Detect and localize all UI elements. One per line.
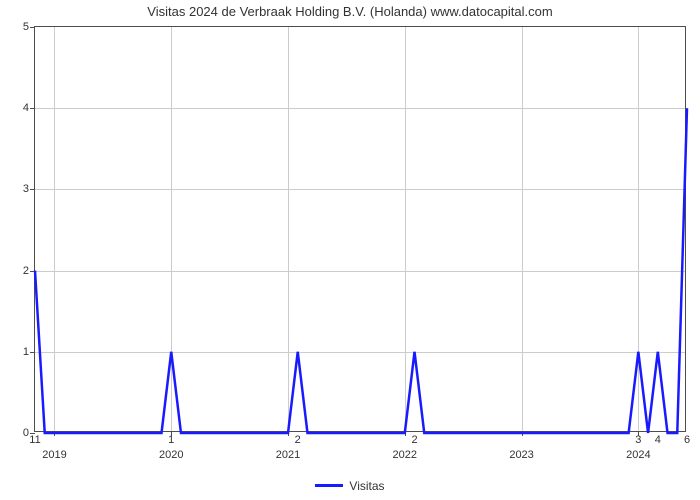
line-series <box>35 27 687 433</box>
y-tick-label: 3 <box>23 183 35 195</box>
x-minor-tick-label: 11 <box>29 431 40 446</box>
x-minor-tick-label: 1 <box>168 431 174 446</box>
plot-area: 01234520192020202120222023202411122346 <box>34 26 686 432</box>
legend: Visitas <box>0 478 700 493</box>
x-minor-tick-label: 2 <box>411 431 417 446</box>
y-tick-label: 4 <box>23 102 35 114</box>
x-minor-tick-label: 4 <box>655 431 661 446</box>
y-tick-label: 1 <box>23 346 35 358</box>
legend-label: Visitas <box>349 479 384 493</box>
chart-title: Visitas 2024 de Verbraak Holding B.V. (H… <box>0 4 700 19</box>
x-minor-tick-label: 6 <box>684 431 690 446</box>
legend-swatch <box>315 484 343 487</box>
y-tick-label: 2 <box>23 265 35 277</box>
x-minor-tick-label: 3 <box>635 431 641 446</box>
x-major-tick-label: 2023 <box>509 431 533 461</box>
y-tick-label: 5 <box>23 21 35 33</box>
x-minor-tick-label: 2 <box>295 431 301 446</box>
x-major-tick-label: 2019 <box>42 431 66 461</box>
